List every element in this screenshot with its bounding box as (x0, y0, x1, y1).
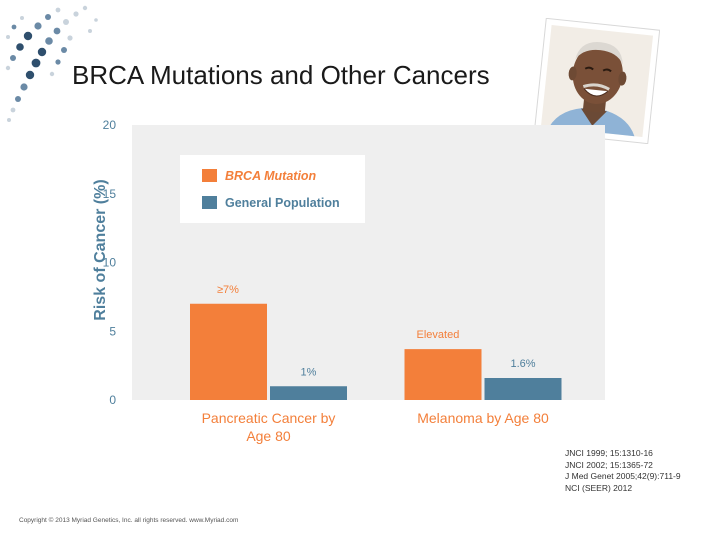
bar-data-label: Elevated (417, 329, 460, 341)
decoration-dot (16, 43, 24, 51)
decoration-dot (25, 70, 35, 80)
decoration-dot (82, 5, 88, 11)
legend-swatch (202, 196, 217, 209)
decoration-dot (45, 37, 53, 45)
reference-line: JNCI 2002; 15:1365-72 (565, 459, 653, 470)
decoration-dot (10, 55, 16, 61)
bar-brca-mutation (404, 349, 482, 400)
reference-line: J Med Genet 2005;42(9):711-9 (565, 471, 681, 481)
y-axis-label: Risk of Cancer (%) (92, 179, 109, 320)
decoration-dot (34, 22, 42, 30)
decoration-dot (5, 65, 11, 71)
decoration-dot (23, 31, 33, 41)
bar-chart: Risk of Cancer (%) 0 5 10 15 20 ≥7% 1% Elevate… (92, 118, 605, 444)
decoration-dot (11, 24, 17, 30)
legend-label: General Population (225, 196, 340, 210)
legend-box (180, 155, 365, 223)
y-tick-label: 20 (103, 118, 117, 132)
decoration-dot (94, 18, 98, 22)
y-tick-label: 0 (109, 393, 116, 407)
bar-data-label: ≥7% (217, 284, 239, 296)
decoration-dot (31, 58, 41, 68)
dot-swirl-decoration-icon (5, 5, 98, 122)
decoration-dot (7, 118, 11, 122)
bar-brca-mutation (190, 303, 267, 400)
reference-line: NCI (SEER) 2012 (565, 482, 633, 493)
smiling-man-photo-icon (534, 18, 660, 144)
bar-data-label: 1.6% (510, 358, 535, 370)
y-tick-label: 10 (103, 256, 117, 270)
decoration-dot (55, 59, 61, 65)
legend-label: BRCA Mutation (225, 169, 317, 183)
bar-general-population (270, 386, 347, 400)
decoration-dot (20, 83, 28, 91)
decoration-dot (67, 35, 73, 41)
legend-swatch (202, 169, 217, 182)
reference-line: JNCI 1999; 15:1310-16 (565, 448, 653, 458)
decoration-dot (6, 35, 10, 39)
y-tick-label: 15 (103, 187, 117, 201)
decoration-dot (37, 47, 47, 57)
decoration-dot (88, 29, 92, 33)
decoration-dot (73, 11, 79, 17)
references: JNCI 1999; 15:1310-16 JNCI 2002; 15:1365… (565, 448, 681, 494)
decoration-dot (61, 47, 67, 53)
y-tick-label: 5 (109, 324, 116, 338)
bar-general-population (484, 378, 562, 400)
bar-data-label: 1% (301, 366, 317, 378)
copyright-notice: Copyright © 2013 Myriad Genetics, Inc. a… (19, 517, 239, 524)
category-label: Pancreatic Cancer by (202, 410, 336, 426)
chart-legend: BRCA Mutation General Population (180, 155, 365, 223)
decoration-dot (53, 27, 61, 35)
decoration-dot (10, 107, 16, 113)
decoration-dot (55, 7, 61, 13)
slide-title: BRCA Mutations and Other Cancers (72, 60, 490, 90)
decoration-dot (63, 19, 69, 25)
decoration-dot (49, 71, 55, 77)
decoration-dot (15, 96, 21, 102)
decoration-dot (45, 14, 51, 20)
decoration-dot (20, 16, 24, 20)
category-label: Melanoma by Age 80 (417, 410, 549, 426)
category-label-line2: Age 80 (246, 428, 291, 444)
